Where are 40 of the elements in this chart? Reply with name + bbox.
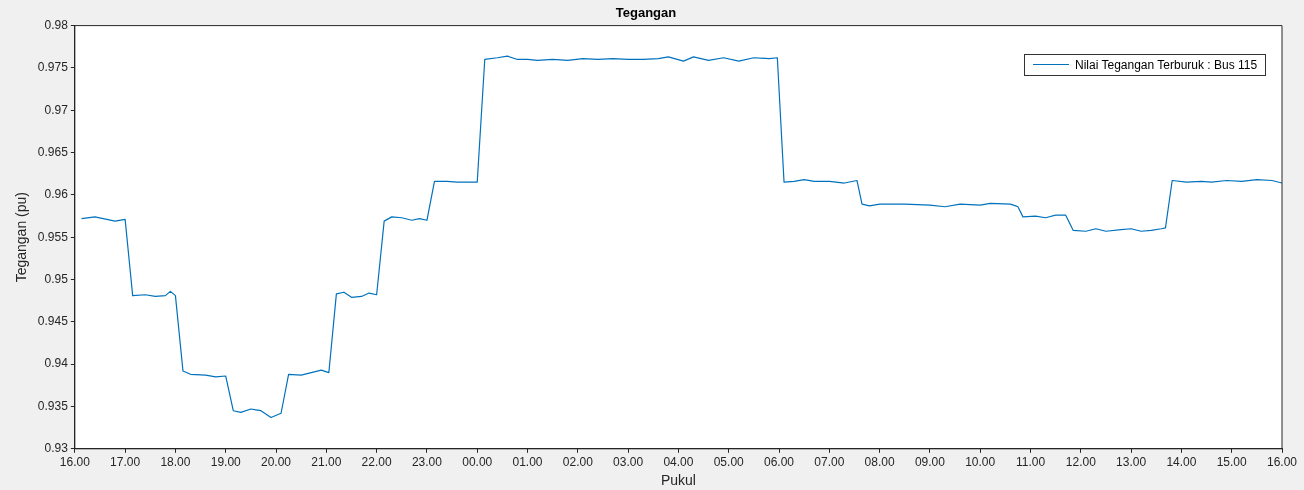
y-tick-label: 0.975 bbox=[37, 60, 69, 75]
x-axis-title: Pukul bbox=[660, 472, 696, 489]
y-tick-label: 0.96 bbox=[44, 187, 69, 202]
x-tick-label: 11.00 bbox=[1015, 455, 1046, 470]
x-tick-label: 01.00 bbox=[512, 455, 543, 470]
x-tick-label: 17.00 bbox=[110, 455, 141, 470]
x-tick-label: 12.00 bbox=[1065, 455, 1097, 470]
x-tick-label: 18.00 bbox=[160, 455, 191, 470]
y-tick-label: 0.965 bbox=[37, 144, 69, 159]
y-tick-label: 0.95 bbox=[44, 271, 69, 286]
x-tick-label: 21.00 bbox=[311, 455, 342, 470]
x-tick-label: 08.00 bbox=[864, 455, 895, 470]
y-tick-label: 0.94 bbox=[44, 356, 69, 371]
x-tick-label: 04.00 bbox=[663, 455, 694, 470]
x-tick-label: 07.00 bbox=[814, 455, 845, 470]
x-tick-label: 09.00 bbox=[914, 455, 946, 470]
x-tick-label: 05.00 bbox=[713, 455, 745, 470]
y-axis-title: Tegangan (pu) bbox=[13, 192, 30, 283]
legend-label: Nilai Tegangan Terburuk : Bus 115 bbox=[1075, 57, 1258, 72]
x-tick-label: 14.00 bbox=[1166, 455, 1197, 470]
y-tick-label: 0.955 bbox=[37, 229, 69, 244]
x-tick-label: 03.00 bbox=[613, 455, 644, 470]
y-tick-label: 0.935 bbox=[37, 398, 69, 413]
y-tick-label: 0.98 bbox=[44, 17, 69, 32]
x-tick-label: 20.00 bbox=[261, 455, 292, 470]
x-tick-label: 16.00 bbox=[59, 455, 91, 470]
x-tick-label: 13.00 bbox=[1116, 455, 1147, 470]
y-tick-label: 0.93 bbox=[44, 441, 69, 456]
x-tick-label: 23.00 bbox=[411, 455, 443, 470]
x-tick-label: 16.00 bbox=[1266, 455, 1298, 470]
x-tick-label: 02.00 bbox=[562, 455, 594, 470]
x-tick-label: 15.00 bbox=[1216, 455, 1248, 470]
y-tick-label: 0.945 bbox=[37, 314, 69, 329]
chart-title: Tegangan bbox=[615, 5, 677, 21]
x-tick-label: 22.00 bbox=[361, 455, 392, 470]
x-tick-label: 19.00 bbox=[210, 455, 242, 470]
x-tick-label: 06.00 bbox=[764, 455, 795, 470]
x-tick-label: 00.00 bbox=[462, 455, 493, 470]
y-tick-label: 0.97 bbox=[44, 102, 69, 117]
x-tick-label: 10.00 bbox=[965, 455, 996, 470]
